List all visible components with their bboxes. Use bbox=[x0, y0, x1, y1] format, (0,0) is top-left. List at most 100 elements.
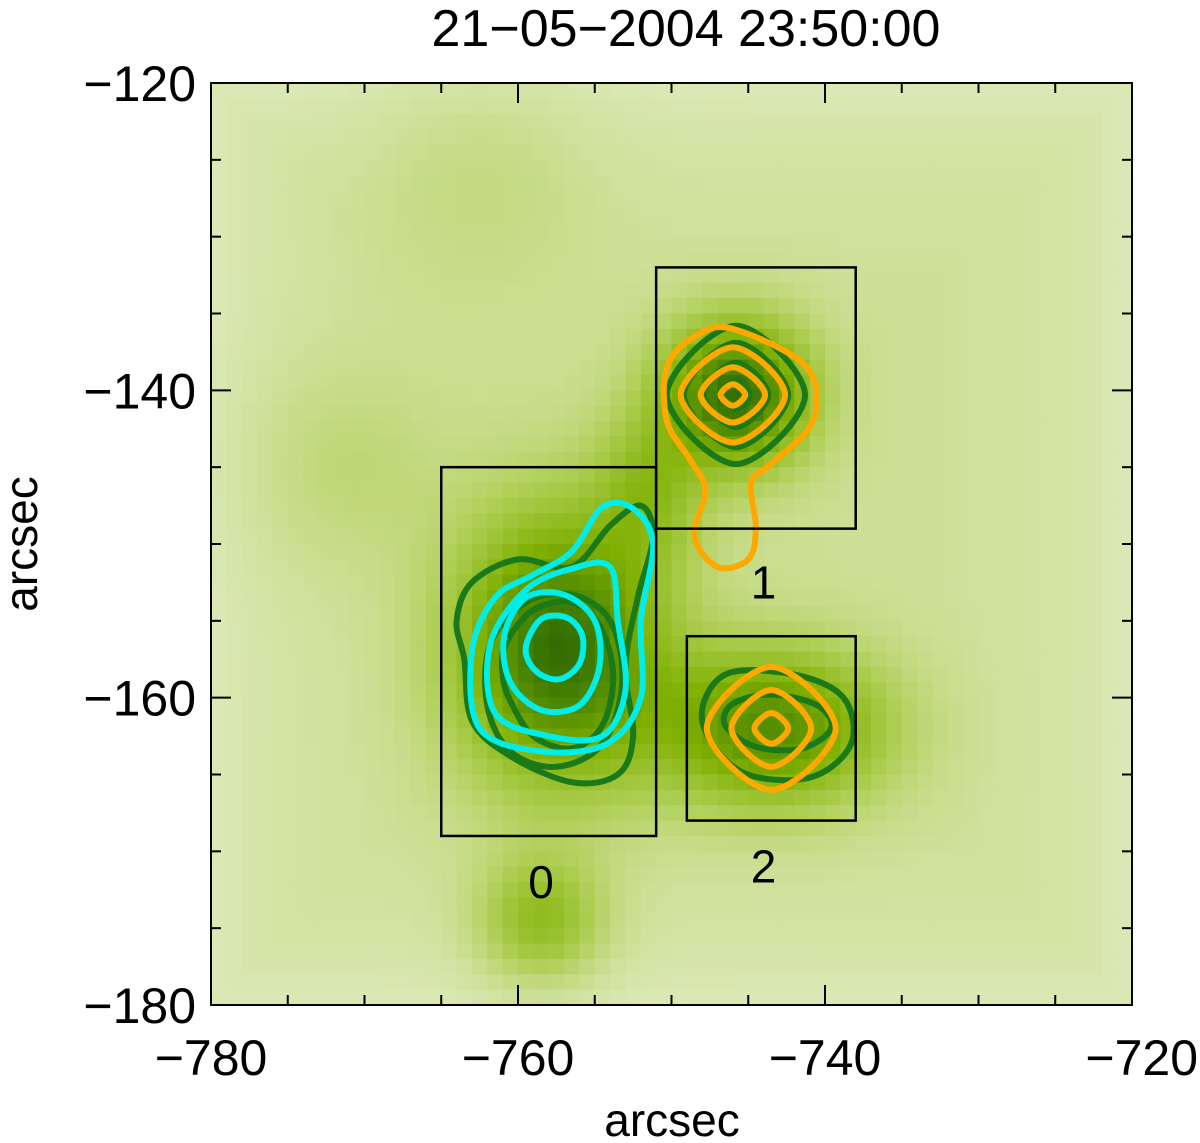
heatmap-cell bbox=[395, 528, 412, 545]
heatmap-cell bbox=[533, 236, 550, 253]
heatmap-cell bbox=[364, 728, 381, 745]
heatmap-cell bbox=[947, 313, 964, 330]
heatmap-cell bbox=[303, 559, 320, 576]
heatmap-cell bbox=[364, 912, 381, 929]
heatmap-cell bbox=[978, 820, 995, 837]
x-axis-label: arcsec bbox=[604, 1094, 739, 1143]
heatmap-cell bbox=[963, 328, 980, 345]
heatmap-cell bbox=[717, 574, 734, 591]
heatmap-cell bbox=[1116, 113, 1133, 130]
heatmap-cell bbox=[932, 559, 949, 576]
heatmap-cell bbox=[364, 851, 381, 868]
heatmap-cell bbox=[1116, 559, 1133, 576]
heatmap-cell bbox=[671, 528, 688, 545]
heatmap-cell bbox=[1024, 313, 1041, 330]
heatmap-cell bbox=[579, 713, 596, 729]
heatmap-cell bbox=[1116, 129, 1133, 146]
heatmap-cell bbox=[333, 713, 350, 729]
x-tick-label: −780 bbox=[155, 1030, 268, 1086]
heatmap-cell bbox=[794, 205, 811, 222]
heatmap-cell bbox=[1070, 820, 1087, 837]
heatmap-cell bbox=[748, 175, 765, 192]
heatmap-cell bbox=[871, 282, 887, 299]
heatmap-cell bbox=[518, 544, 534, 560]
heatmap-cell bbox=[579, 344, 596, 361]
heatmap-cell bbox=[441, 205, 458, 222]
heatmap-cell bbox=[272, 666, 289, 683]
heatmap-cell bbox=[379, 805, 396, 822]
heatmap-cell bbox=[748, 805, 765, 822]
heatmap-cell bbox=[1055, 928, 1072, 945]
heatmap-cell bbox=[211, 989, 227, 1006]
heatmap-cell bbox=[840, 344, 857, 361]
heatmap-cell bbox=[395, 974, 412, 991]
heatmap-cell bbox=[901, 943, 918, 960]
heatmap-cell bbox=[686, 159, 703, 176]
heatmap-cell bbox=[993, 666, 1010, 683]
heatmap-cell bbox=[594, 467, 611, 484]
heatmap-cell bbox=[333, 282, 350, 299]
heatmap-cell bbox=[226, 666, 243, 683]
heatmap-cell bbox=[349, 421, 366, 438]
heatmap-cell bbox=[871, 697, 887, 714]
heatmap-cell bbox=[548, 851, 565, 868]
heatmap-cell bbox=[303, 943, 320, 960]
heatmap-cell bbox=[395, 559, 412, 576]
heatmap-cell bbox=[886, 958, 903, 975]
heatmap-cell bbox=[1101, 98, 1118, 115]
y-tick-label: −160 bbox=[83, 671, 196, 727]
heatmap-cell bbox=[1009, 958, 1026, 975]
heatmap-cell bbox=[518, 820, 534, 837]
heatmap-cell bbox=[1024, 159, 1041, 176]
heatmap-cell bbox=[471, 513, 488, 530]
heatmap-cell bbox=[410, 159, 427, 176]
heatmap-cell bbox=[594, 374, 611, 391]
heatmap-cell bbox=[272, 697, 289, 714]
heatmap-cell bbox=[211, 682, 227, 699]
heatmap-cell bbox=[932, 528, 949, 545]
heatmap-cell bbox=[640, 405, 657, 422]
heatmap-cell bbox=[287, 451, 304, 468]
heatmap-cell bbox=[732, 528, 749, 545]
heatmap-cell bbox=[963, 759, 980, 776]
heatmap-cell bbox=[303, 851, 320, 868]
heatmap-cell bbox=[241, 221, 258, 238]
heatmap-cell bbox=[625, 528, 642, 545]
heatmap-cell bbox=[1039, 805, 1056, 822]
heatmap-cell bbox=[656, 574, 673, 591]
heatmap-cell bbox=[241, 928, 258, 945]
heatmap-cell bbox=[1085, 544, 1102, 560]
heatmap-cell bbox=[671, 789, 688, 806]
heatmap-cell bbox=[947, 682, 964, 699]
x-tick-label: −720 bbox=[1085, 1030, 1198, 1086]
heatmap-cell bbox=[502, 83, 519, 99]
heatmap-cell bbox=[947, 359, 964, 376]
heatmap-cell bbox=[456, 359, 473, 376]
heatmap-cell bbox=[410, 513, 427, 530]
heatmap-cell bbox=[671, 590, 688, 607]
contour-orange bbox=[717, 381, 749, 409]
heatmap-cell bbox=[533, 974, 550, 991]
heatmap-cell bbox=[1039, 221, 1056, 238]
heatmap-cell bbox=[471, 390, 488, 407]
heatmap-cell bbox=[272, 482, 289, 499]
heatmap-cell bbox=[318, 98, 335, 115]
heatmap-cell bbox=[518, 497, 534, 514]
heatmap-cell bbox=[502, 129, 519, 146]
heatmap-cell bbox=[763, 144, 780, 161]
heatmap-cell bbox=[1070, 298, 1087, 315]
heatmap-cell bbox=[318, 144, 335, 161]
heatmap-cell bbox=[441, 820, 458, 837]
heatmap-cell bbox=[1039, 344, 1056, 361]
heatmap-cell bbox=[825, 882, 841, 899]
heatmap-cell bbox=[640, 359, 657, 376]
heatmap-cell bbox=[686, 252, 703, 268]
heatmap-cell bbox=[333, 436, 350, 453]
heatmap-cell bbox=[1070, 497, 1087, 514]
heatmap-cell bbox=[748, 974, 765, 991]
heatmap-cell bbox=[502, 774, 519, 791]
heatmap-cell bbox=[625, 851, 642, 868]
heatmap-cell bbox=[732, 928, 749, 945]
heatmap-cell bbox=[333, 236, 350, 253]
heatmap-cell bbox=[594, 344, 611, 361]
